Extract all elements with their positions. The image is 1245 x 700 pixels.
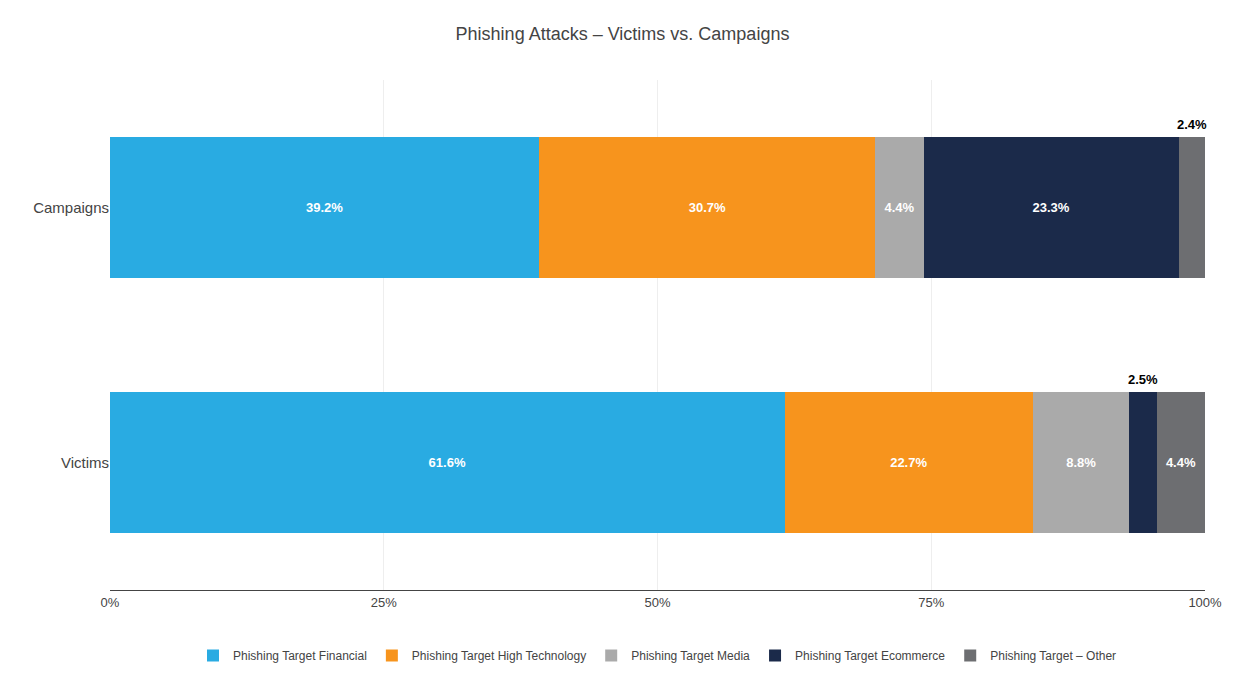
svg-text:75%: 75% [918, 595, 944, 610]
svg-text:0%: 0% [101, 595, 120, 610]
svg-text:Campaigns: Campaigns [33, 199, 109, 216]
svg-text:4.4%: 4.4% [1166, 455, 1196, 470]
svg-text:8.8%: 8.8% [1066, 455, 1096, 470]
svg-text:39.2%: 39.2% [306, 200, 343, 215]
svg-text:100%: 100% [1188, 595, 1222, 610]
svg-text:Phishing Target Ecommerce: Phishing Target Ecommerce [795, 649, 945, 663]
svg-text:4.4%: 4.4% [884, 200, 914, 215]
svg-text:25%: 25% [371, 595, 397, 610]
svg-text:Victims: Victims [61, 454, 109, 471]
svg-text:Phishing Attacks – Victims vs.: Phishing Attacks – Victims vs. Campaigns [456, 24, 790, 44]
svg-text:Phishing Target – Other: Phishing Target – Other [990, 649, 1116, 663]
svg-text:2.5%: 2.5% [1128, 372, 1158, 387]
svg-text:61.6%: 61.6% [429, 455, 466, 470]
svg-text:Phishing Target High Technolog: Phishing Target High Technology [412, 649, 586, 663]
svg-text:Phishing Target Media: Phishing Target Media [631, 649, 750, 663]
svg-text:30.7%: 30.7% [689, 200, 726, 215]
svg-text:22.7%: 22.7% [890, 455, 927, 470]
svg-text:23.3%: 23.3% [1033, 200, 1070, 215]
svg-text:Phishing Target Financial: Phishing Target Financial [233, 649, 367, 663]
svg-text:2.4%: 2.4% [1177, 117, 1207, 132]
svg-text:50%: 50% [644, 595, 670, 610]
